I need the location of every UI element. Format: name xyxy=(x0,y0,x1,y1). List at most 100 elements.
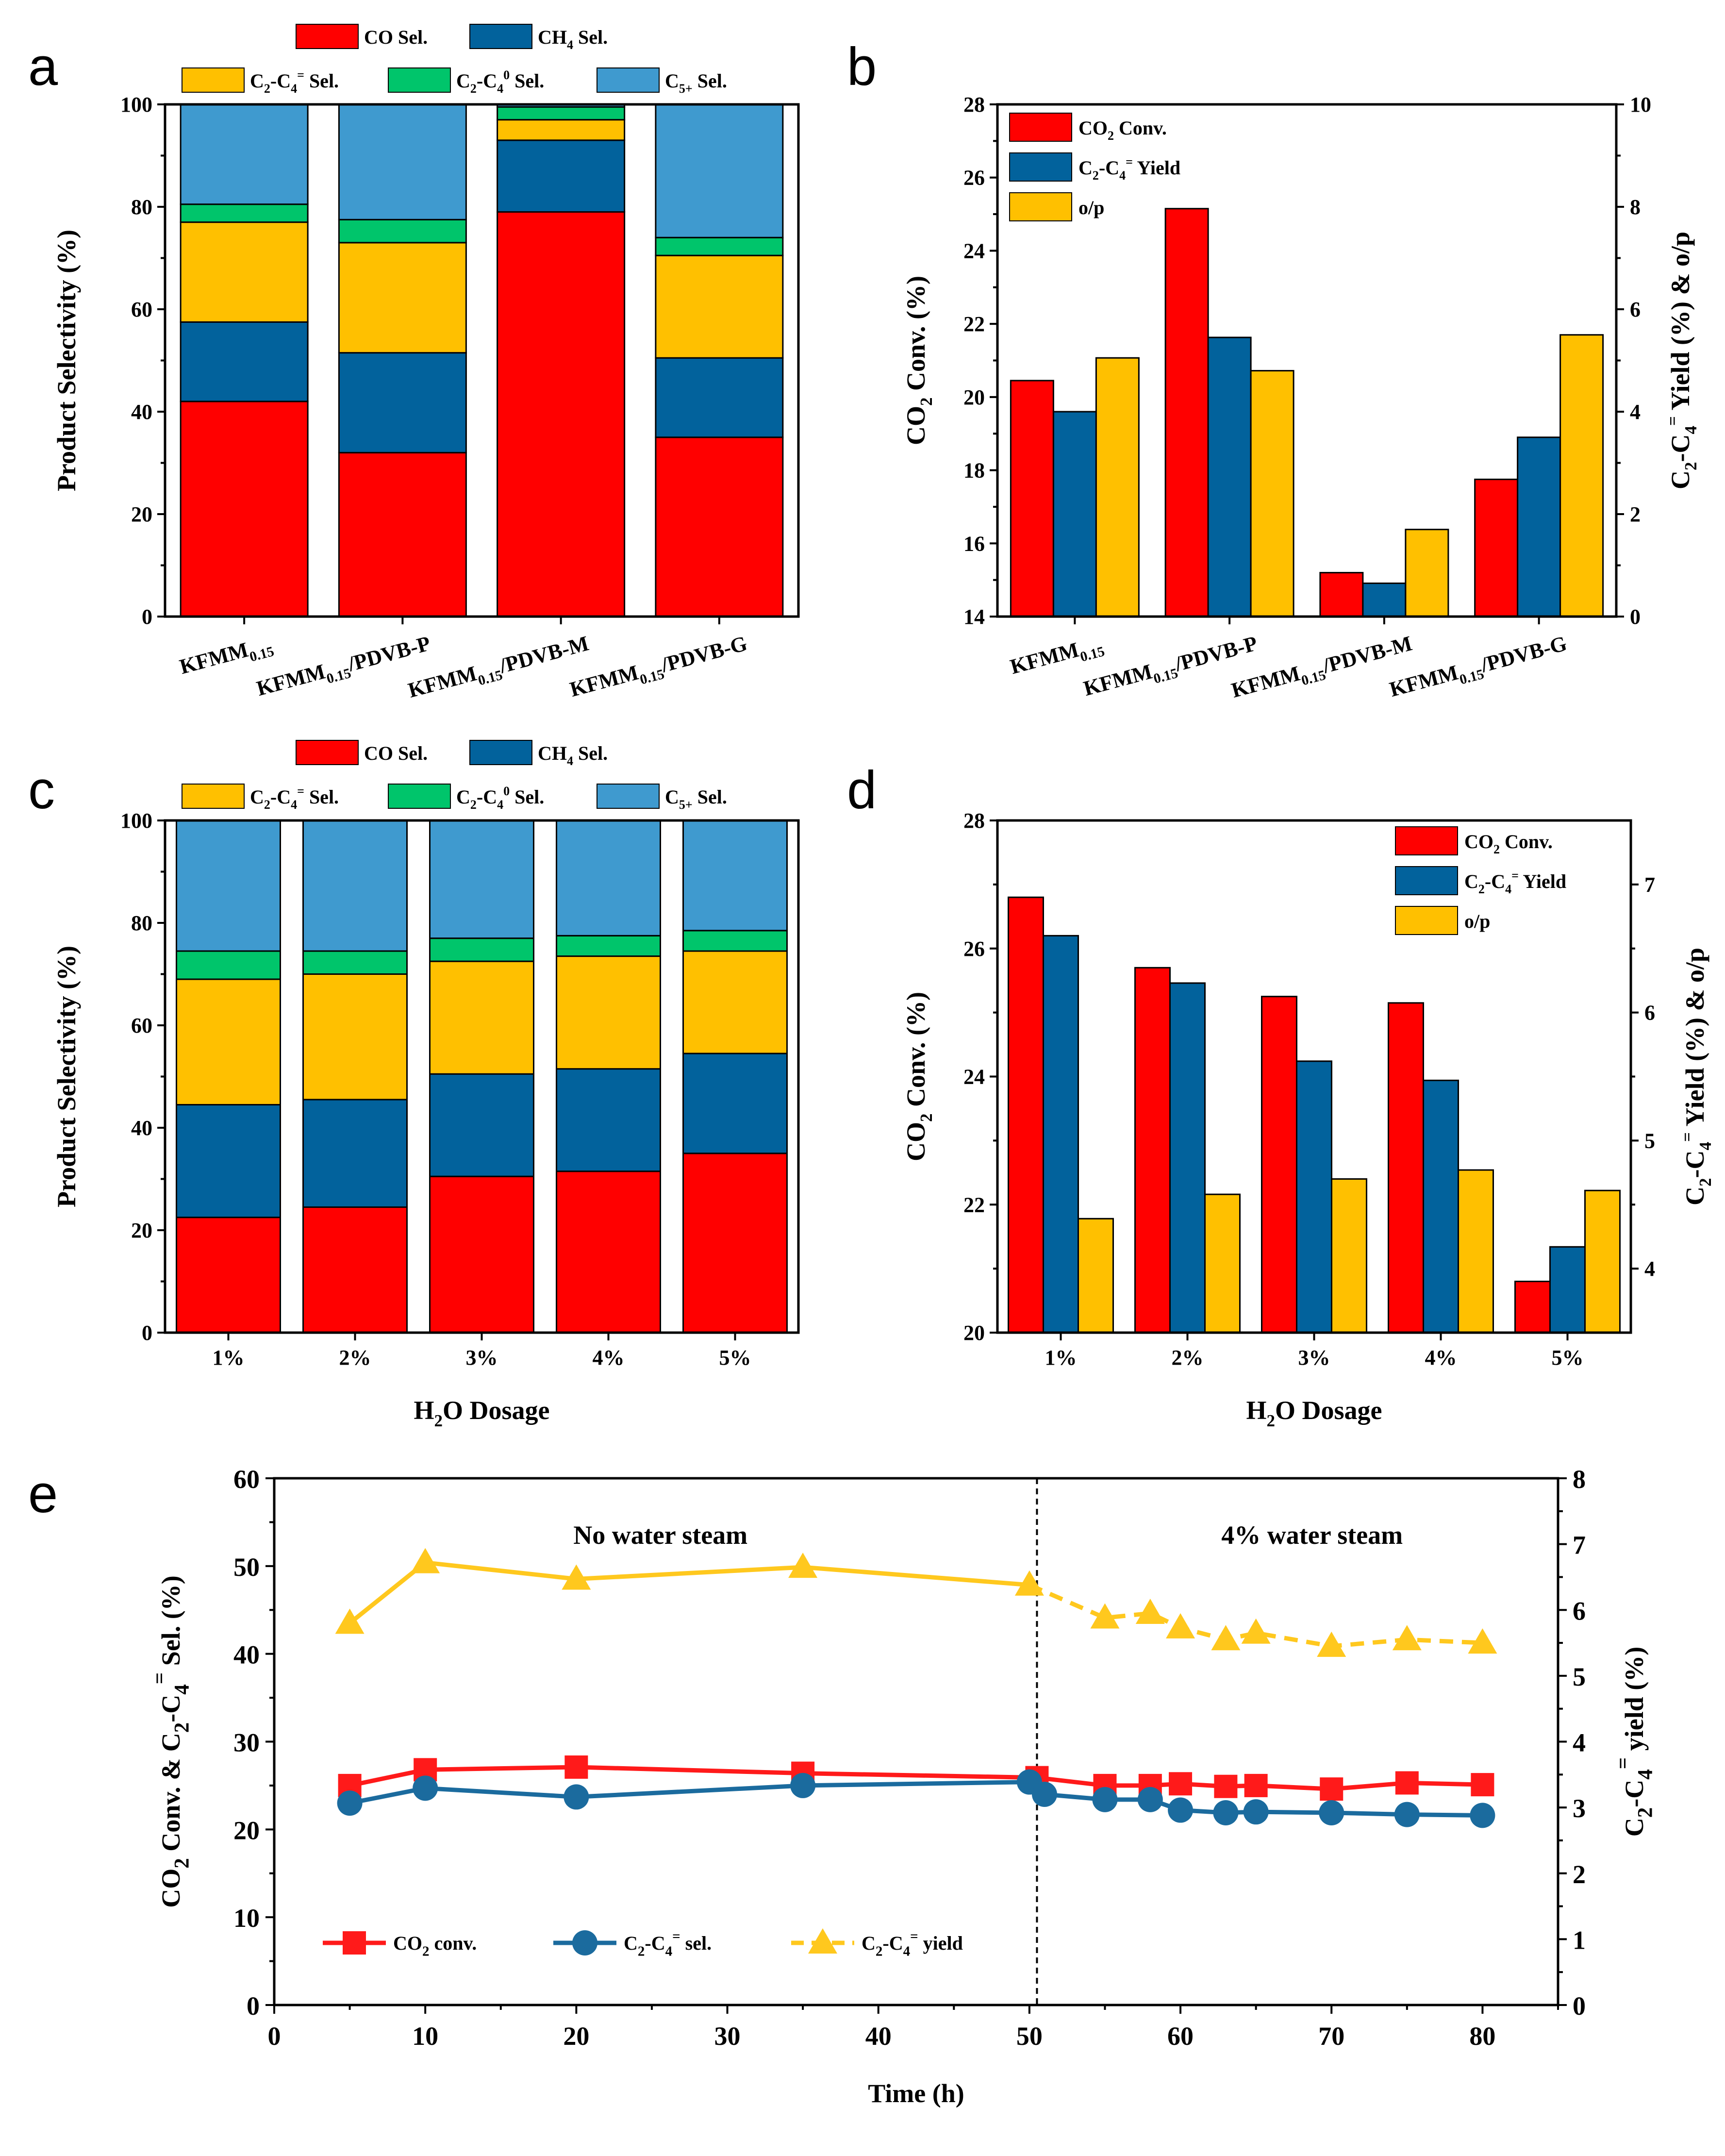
ytick-label-b-7: 28 xyxy=(963,93,985,117)
xtick-label-d-3: 4% xyxy=(1425,1346,1457,1370)
marker-yield-3 xyxy=(788,1553,818,1578)
bar-b-co2-conv--0 xyxy=(1010,380,1054,618)
bar-d-c2-c4-yield-4 xyxy=(1549,1246,1586,1334)
y2tick-label-e-7: 7 xyxy=(1573,1531,1586,1560)
legend-swatch-c-co xyxy=(296,740,359,765)
panel-e: 0 10 20 30 40 50 60 70 80 0 10 20 30 40 50 60 0 1 2 3 4 5 6 7 8 N… xyxy=(233,1465,1586,2108)
xtick-label-c-0: 1% xyxy=(213,1346,245,1370)
xtick-label-e-4: 40 xyxy=(865,2022,892,2051)
ylabel-a: Product Selectivity (%) xyxy=(52,230,81,491)
marker-sel-11 xyxy=(1319,1800,1344,1825)
panel-d: 20 22 24 26 28 4 5 6 7 1% 2% 3% 4% 5% xyxy=(963,809,1655,1370)
panel-label-c: c xyxy=(28,760,55,820)
legend-label-a-ch4: CH4 Sel. xyxy=(538,26,608,52)
legend-label-c-co: CO Sel. xyxy=(364,742,428,764)
ylabel-c: Product Selectivity (%) xyxy=(52,946,81,1207)
xlabel-d: H2O Dosage xyxy=(1246,1396,1382,1430)
xtick-label-d-4: 5% xyxy=(1552,1346,1584,1370)
panel-label-d: d xyxy=(847,760,877,820)
bar-a-ch4-sel--3 xyxy=(655,357,784,438)
ytick-label-e-5: 50 xyxy=(233,1553,260,1582)
bar-b-c2-c4-yield-0 xyxy=(1052,411,1097,618)
legend-swatch-a-c5 xyxy=(597,67,660,93)
bar-b-c2-c4-yield-2 xyxy=(1362,582,1407,618)
ytick-label-b-5: 24 xyxy=(963,239,985,263)
legend-swatch-b-op xyxy=(1009,192,1072,221)
xtick-label-e-6: 60 xyxy=(1167,2022,1194,2051)
bar-a-c2-c40-sel--0 xyxy=(180,203,309,223)
legend-marker-e-yield xyxy=(808,1928,837,1954)
xlabel-e: Time (h) xyxy=(868,2079,964,2108)
ytick-label-e-2: 20 xyxy=(233,1816,260,1845)
marker-yield-4 xyxy=(1014,1570,1044,1596)
bar-d-co2-conv--3 xyxy=(1388,1002,1424,1334)
y2tick-label-e-3: 3 xyxy=(1573,1794,1586,1823)
marker-yield-7 xyxy=(1166,1613,1195,1638)
bar-b-c2-c4-yield-3 xyxy=(1517,436,1561,618)
bar-a-c2-c40-sel--1 xyxy=(338,218,467,244)
y2tick-label-e-0: 0 xyxy=(1573,1991,1586,2021)
xtick-label-e-3: 30 xyxy=(714,2022,741,2051)
ytick-label-a-1: 20 xyxy=(131,502,152,526)
marker-sel-1 xyxy=(413,1775,438,1801)
marker-co2-7 xyxy=(1169,1772,1193,1796)
xtick-label-e-2: 20 xyxy=(563,2022,589,2051)
ytick-label-e-6: 60 xyxy=(233,1465,260,1494)
bar-c-c2-c4-sel--1 xyxy=(302,973,408,1101)
xlabel-c: H2O Dosage xyxy=(414,1396,550,1430)
marker-co2-2 xyxy=(564,1755,588,1779)
bar-d-co2-conv--1 xyxy=(1134,967,1171,1334)
marker-co2-11 xyxy=(1395,1771,1419,1795)
legend-swatch-a-co xyxy=(296,24,359,49)
xtick-label-b-2: KFMM0.15/PDVB-M xyxy=(1229,631,1416,706)
ytick-label-c-2: 40 xyxy=(131,1116,152,1140)
bar-a-c2-c4-sel--3 xyxy=(655,254,784,359)
marker-yield-1 xyxy=(411,1548,440,1573)
marker-co2-9 xyxy=(1244,1773,1268,1797)
legend-label-d-op: o/p xyxy=(1464,910,1490,932)
ytick-label-d-1: 22 xyxy=(963,1193,985,1217)
marker-yield-9 xyxy=(1241,1618,1271,1644)
ylabel-d: CO2 Conv. (%) xyxy=(901,992,936,1161)
ytick-label-c-1: 20 xyxy=(131,1219,152,1242)
bar-a-ch4-sel--0 xyxy=(180,321,309,402)
xtick-label-e-7: 70 xyxy=(1318,2022,1344,2051)
marker-co2-8 xyxy=(1214,1774,1238,1798)
xtick-label-c-3: 4% xyxy=(593,1346,625,1370)
marker-sel-8 xyxy=(1168,1797,1194,1823)
legend-swatch-c-olefin xyxy=(182,784,245,809)
panel-label-e: e xyxy=(28,1464,58,1524)
bar-b-co2-conv--3 xyxy=(1474,478,1519,618)
bar-c-ch4-sel--4 xyxy=(682,1053,788,1154)
legend-label-e-yield: C2-C4= yield xyxy=(862,1929,963,1959)
xtick-label-c-4: 5% xyxy=(719,1346,751,1370)
bar-a-ch4-sel--1 xyxy=(338,352,467,453)
bar-a-co-sel--3 xyxy=(655,436,784,618)
legend-swatch-c-c5 xyxy=(597,784,660,809)
y2tick-label-d-1: 5 xyxy=(1644,1129,1655,1153)
ytick-label-b-6: 26 xyxy=(963,166,985,190)
line-yield-solid xyxy=(348,1560,1030,1625)
ytick-label-b-3: 20 xyxy=(963,385,985,409)
legend-label-b-conv: CO2 Conv. xyxy=(1078,117,1167,143)
bar-c-co-sel--3 xyxy=(556,1170,661,1334)
bar-c-c2-c40-sel--3 xyxy=(556,935,661,957)
marker-co2-10 xyxy=(1320,1777,1344,1801)
marker-sel-7 xyxy=(1137,1787,1163,1812)
legend-swatch-d-conv xyxy=(1395,826,1458,855)
bar-a-co-sel--2 xyxy=(497,211,626,618)
xtick-label-e-8: 80 xyxy=(1469,2022,1495,2051)
bar-c-ch4-sel--2 xyxy=(429,1073,534,1177)
bar-d-c2-c4-yield-2 xyxy=(1296,1060,1332,1334)
ytick-label-c-3: 60 xyxy=(131,1014,152,1037)
y2tick-label-e-6: 6 xyxy=(1573,1596,1586,1625)
ytick-label-e-0: 0 xyxy=(247,1991,260,2021)
legend-label-c-c5: C5+ Sel. xyxy=(665,786,727,812)
bar-d-co2-conv--4 xyxy=(1514,1281,1551,1334)
bar-a-c2-c4-sel--1 xyxy=(338,242,467,354)
xtick-label-d-0: 1% xyxy=(1045,1346,1077,1370)
panel-label-b: b xyxy=(847,37,877,97)
bar-a-c5-sel--1 xyxy=(338,103,467,220)
bar-b-o-p-0 xyxy=(1095,357,1140,618)
